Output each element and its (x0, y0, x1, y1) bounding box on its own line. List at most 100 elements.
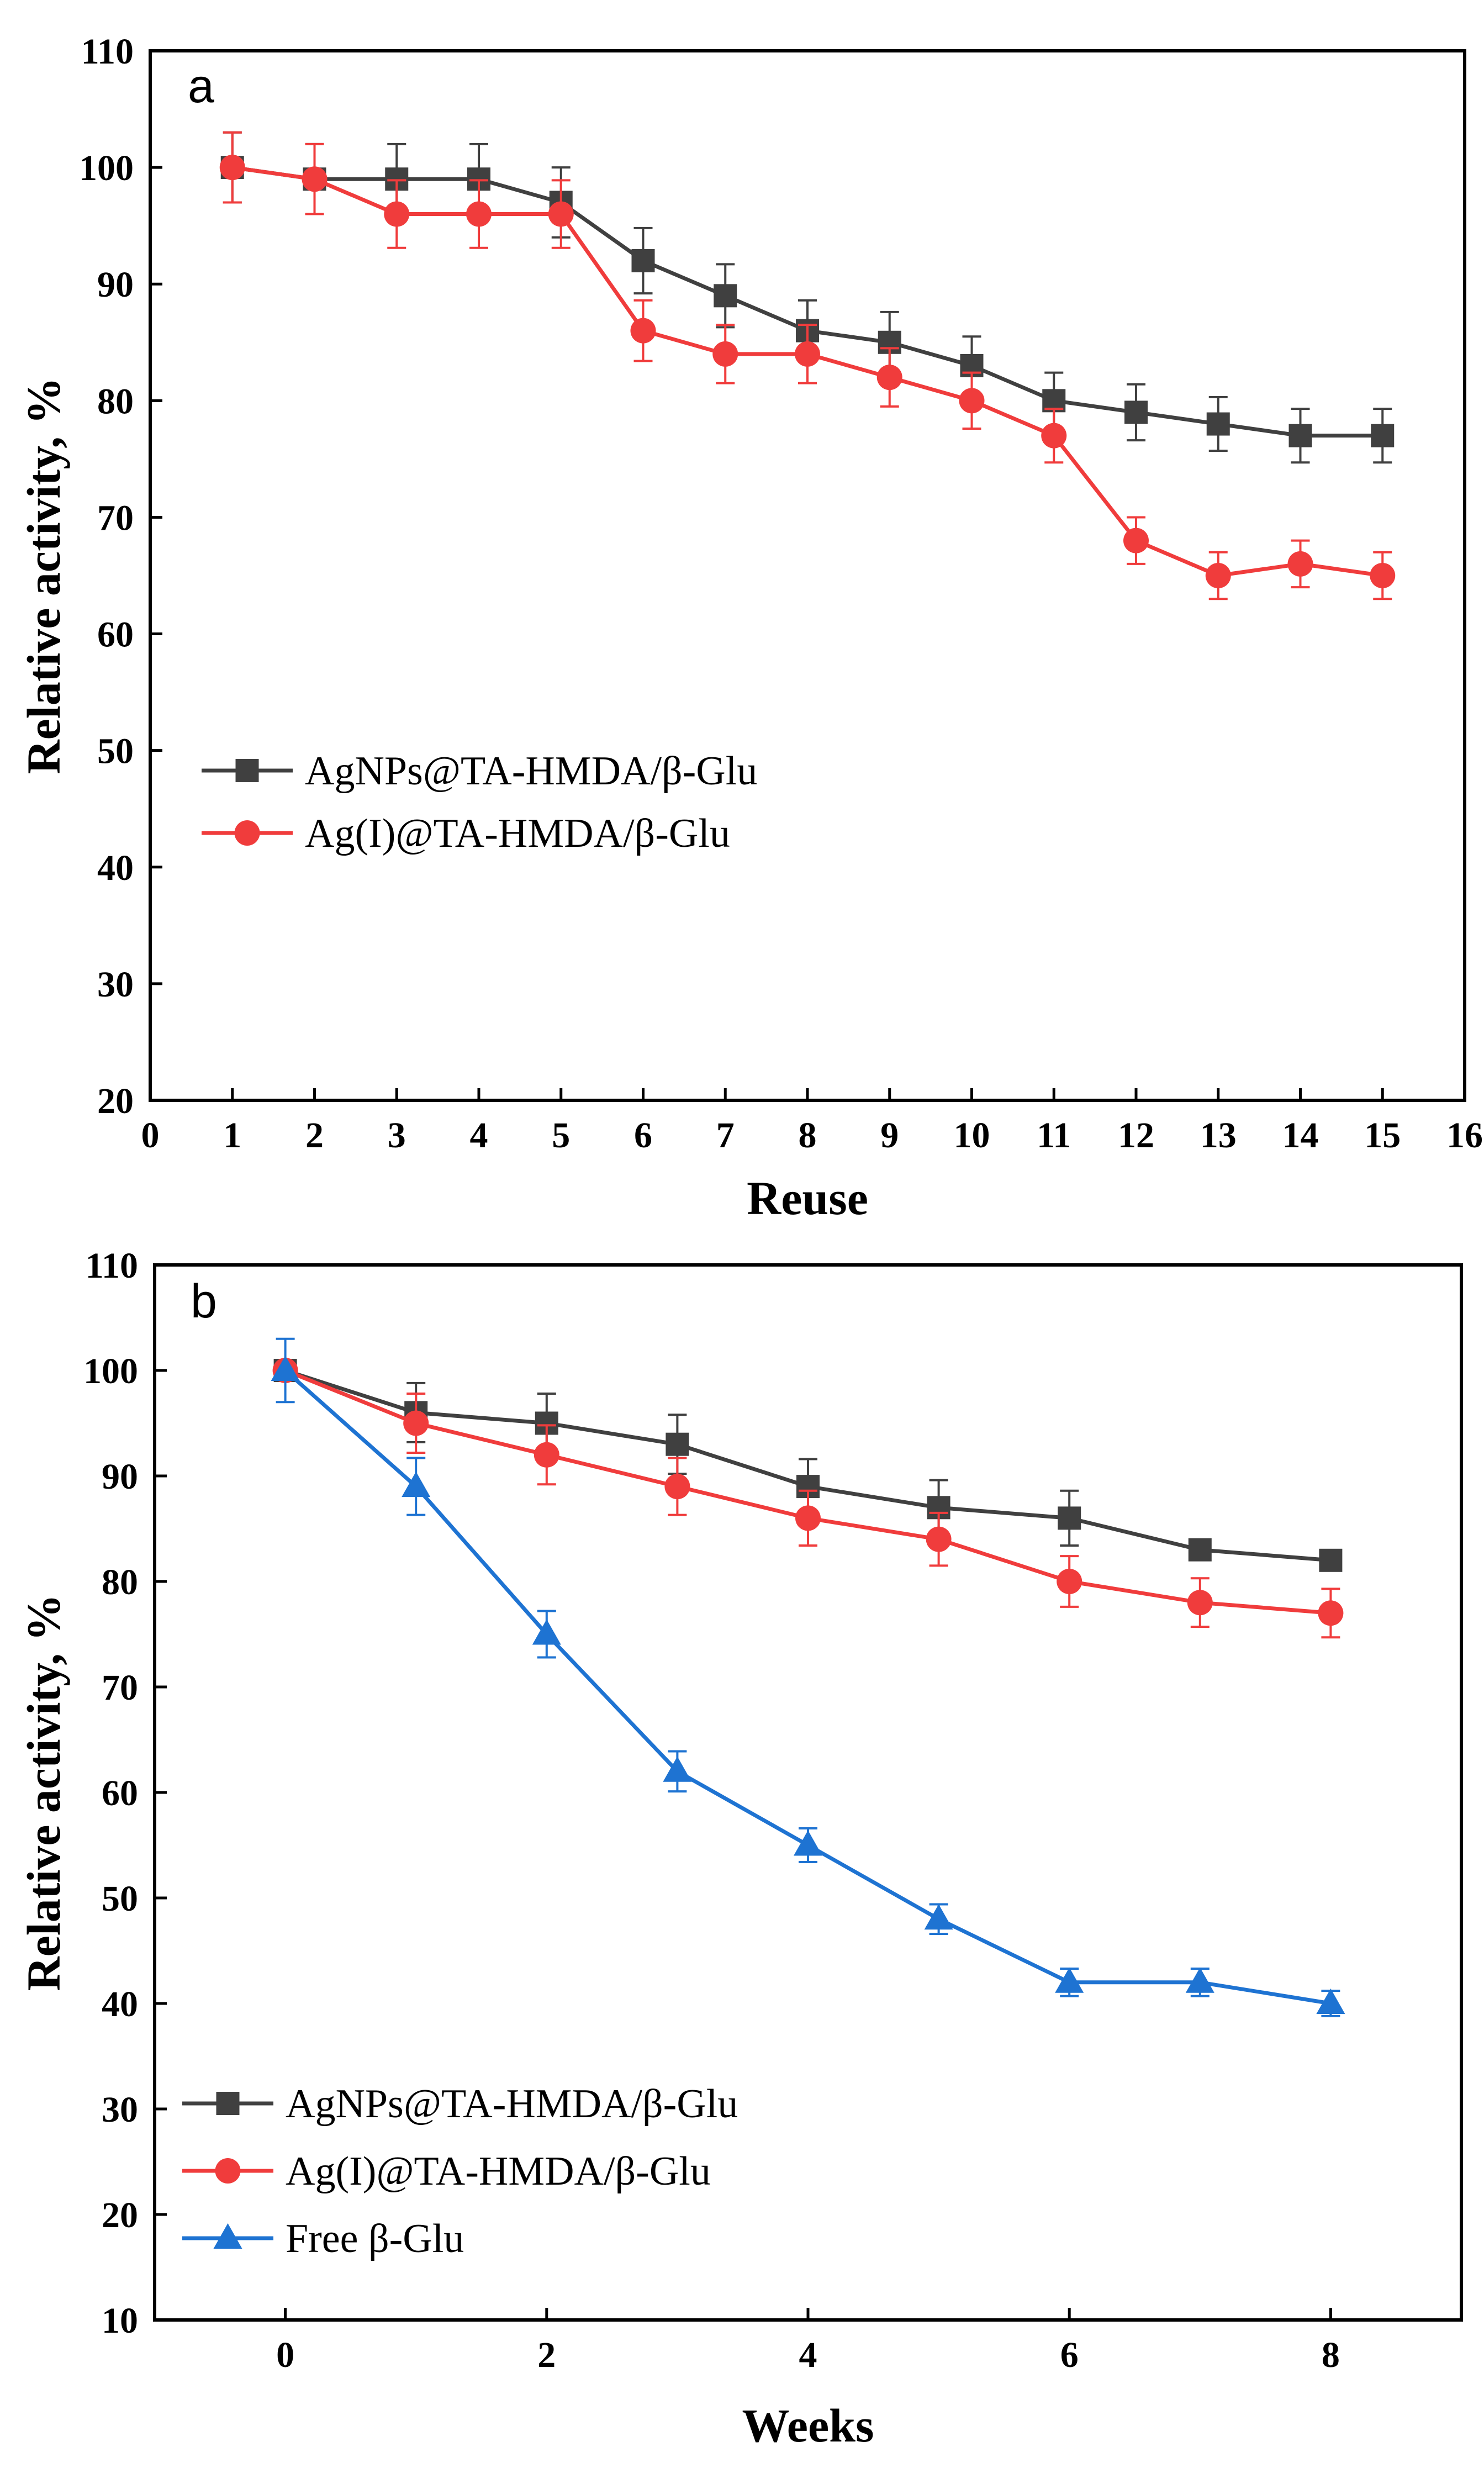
y-axis-title-a: Relative activity, % (17, 377, 70, 774)
legend-label: Ag(I)@TA-HMDA/β-Glu (286, 2149, 711, 2194)
x-tick-label: 1 (223, 1115, 241, 1156)
legend-marker (216, 2092, 240, 2115)
y-tick-label: 20 (97, 1081, 134, 1121)
x-tick-label: 6 (634, 1115, 652, 1156)
legend-label: AgNPs@TA-HMDA/β-Glu (286, 2081, 738, 2127)
data-point (219, 155, 245, 181)
data-point (1057, 1569, 1082, 1594)
x-tick-label: 0 (141, 1115, 160, 1156)
legend-marker (215, 2158, 241, 2184)
data-point (466, 201, 492, 227)
legend-entry-1: AgNPs@TA-HMDA/β-Glu (182, 2081, 738, 2127)
legend-b: AgNPs@TA-HMDA/β-Glu Ag(I)@TA-HMDA/β-Glu Fr… (182, 2081, 738, 2261)
legend-marker (235, 759, 259, 782)
legend-a: AgNPs@TA-HMDA/β-Glu Ag(I)@TA-HMDA/β-Glu (202, 748, 757, 856)
axis-ticks-a: 0 1 2 3 4 5 6 7 8 9 10 11 12 13 14 15 162030405060708090… (79, 31, 1483, 1156)
data-point (532, 1619, 561, 1645)
legend-entry-2: Ag(I)@TA-HMDA/β-Glu (202, 811, 730, 856)
data-point (795, 1505, 821, 1531)
series-1 (273, 1359, 1343, 1572)
data-point (534, 1442, 559, 1468)
x-tick-label: 15 (1364, 1115, 1401, 1156)
data-point (714, 284, 737, 308)
legend-label: Ag(I)@TA-HMDA/β-Glu (305, 811, 730, 856)
data-point (1288, 424, 1312, 447)
x-tick-label: 6 (1060, 2335, 1079, 2375)
data-point (1205, 563, 1231, 588)
data-point (1041, 423, 1067, 449)
x-axis-title-a: Reuse (747, 1172, 868, 1225)
y-tick-label: 100 (83, 1351, 138, 1391)
data-point (876, 365, 902, 391)
legend-label: AgNPs@TA-HMDA/β-Glu (305, 748, 757, 794)
y-tick-label: 30 (102, 2090, 138, 2130)
y-tick-label: 80 (102, 1562, 138, 1602)
legend-entry-1: AgNPs@TA-HMDA/β-Glu (202, 748, 757, 794)
data-point (384, 201, 410, 227)
x-tick-label: 12 (1118, 1115, 1154, 1156)
data-point (1058, 1506, 1081, 1530)
data-point (1185, 1967, 1214, 1993)
x-tick-label: 7 (716, 1115, 735, 1156)
series-2 (219, 131, 1396, 600)
series-layer-a (219, 131, 1396, 600)
y-tick-label: 20 (102, 2195, 138, 2235)
x-tick-label: 3 (388, 1115, 406, 1156)
panel-label-b: b (191, 1275, 217, 1328)
x-tick-label: 16 (1446, 1115, 1483, 1156)
y-tick-label: 50 (102, 1879, 138, 1919)
data-point (403, 1410, 429, 1436)
x-tick-label: 8 (1322, 2335, 1340, 2375)
legend-label: Free β-Glu (286, 2216, 464, 2261)
y-tick-label: 40 (102, 1984, 138, 2024)
panel-b: 0 2 4 6 8 10 20 30 40 50 60 70 80 90 100 110 AgNPs@TA-H… (17, 1246, 1463, 2452)
legend-entry-2: Ag(I)@TA-HMDA/β-Glu (182, 2149, 711, 2194)
data-point (631, 249, 655, 272)
panel-label-a: a (188, 60, 214, 113)
x-tick-label: 10 (954, 1115, 990, 1156)
data-point (402, 1472, 431, 1497)
series-3 (271, 1337, 1345, 2017)
x-tick-label: 2 (537, 2335, 556, 2375)
data-point (795, 341, 820, 367)
x-tick-label: 8 (799, 1115, 817, 1156)
data-point (271, 1356, 300, 1381)
data-point (666, 1432, 689, 1456)
y-tick-label: 90 (102, 1457, 138, 1497)
x-tick-label: 4 (470, 1115, 488, 1156)
y-tick-label: 70 (97, 498, 134, 538)
legend-marker (234, 820, 260, 846)
data-point (1124, 400, 1148, 424)
x-tick-label: 13 (1200, 1115, 1237, 1156)
legend-marker (213, 2223, 242, 2249)
data-point (630, 318, 656, 344)
data-point (794, 1830, 822, 1856)
data-point (1371, 424, 1395, 447)
x-tick-label: 11 (1037, 1115, 1071, 1156)
y-tick-label: 10 (102, 2301, 138, 2341)
data-point (1188, 1538, 1212, 1562)
x-tick-label: 0 (276, 2335, 294, 2375)
series-2 (272, 1358, 1344, 1639)
data-point (1206, 412, 1230, 436)
data-point (664, 1474, 690, 1500)
data-point (959, 388, 985, 414)
x-tick-label: 4 (799, 2335, 817, 2375)
data-point (663, 1756, 692, 1782)
y-tick-label: 30 (97, 964, 134, 1005)
series-layer-b (271, 1337, 1345, 2017)
data-point (712, 341, 738, 367)
y-axis-title-b: Relative activity, % (17, 1594, 70, 1991)
y-tick-label: 50 (97, 731, 134, 772)
x-axis-title-b: Weeks (742, 2399, 874, 2452)
y-tick-label: 60 (97, 615, 134, 655)
y-tick-label: 60 (102, 1773, 138, 1813)
y-tick-label: 110 (81, 31, 134, 72)
legend-entry-3: Free β-Glu (182, 2216, 464, 2261)
data-point (1319, 1548, 1343, 1572)
axis-ticks-b: 0 2 4 6 8 10 20 30 40 50 60 70 80 90 100 110 (83, 1246, 1340, 2375)
data-point (926, 1526, 952, 1552)
data-point (1123, 528, 1149, 553)
data-point (1370, 563, 1396, 588)
